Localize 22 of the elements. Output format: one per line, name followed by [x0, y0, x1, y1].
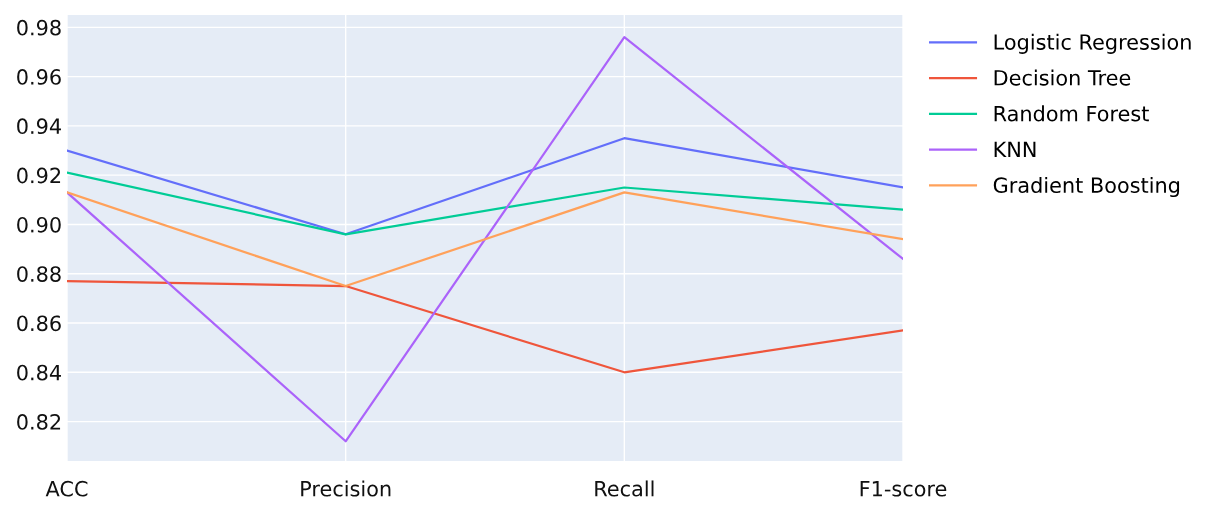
y-tick-label: 0.88	[17, 266, 61, 282]
legend-label: Gradient Boosting	[993, 176, 1180, 198]
line-series	[67, 36, 903, 443]
y-tick-label: 0.82	[17, 414, 61, 430]
y-tick-label: 0.98	[17, 19, 61, 36]
x-tick-label: Recall	[595, 480, 654, 497]
y-tick-label: 0.84	[17, 364, 61, 381]
y-tick-label: 0.90	[17, 216, 61, 233]
legend-label: Logistic Regression	[994, 33, 1191, 54]
y-tick-label: 0.86	[17, 315, 61, 332]
legend-label: Decision Tree	[994, 69, 1131, 86]
legend-label: Random Forest	[994, 105, 1149, 122]
y-tick-label: 0.96	[17, 69, 61, 85]
line-series	[67, 171, 903, 236]
x-tick-label: ACC	[45, 480, 88, 497]
y-tick-label: 0.92	[17, 167, 61, 184]
legend-label: KNN	[994, 141, 1036, 157]
x-tick-label: Precision	[301, 480, 391, 497]
line-series	[67, 137, 903, 236]
y-tick-label: 0.94	[17, 118, 61, 135]
line-series	[67, 280, 903, 374]
x-tick-label: F1-score	[860, 481, 947, 497]
